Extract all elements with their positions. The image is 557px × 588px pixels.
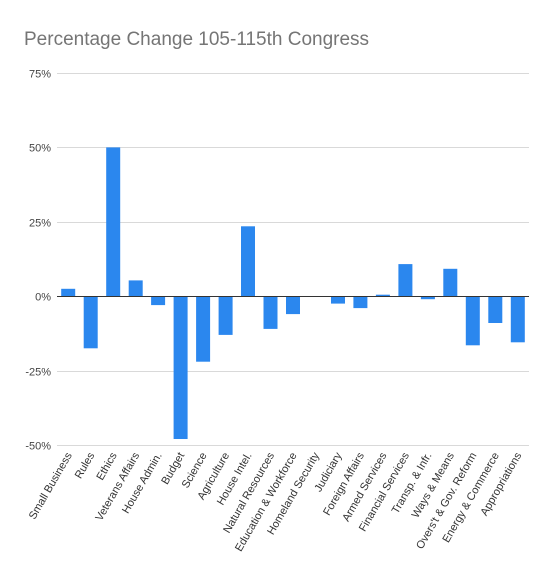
bar bbox=[286, 296, 300, 315]
chart-title: Percentage Change 105-115th Congress bbox=[24, 29, 369, 50]
bar bbox=[106, 147, 121, 297]
y-tick-label: -50% bbox=[25, 441, 51, 453]
bar bbox=[443, 268, 458, 297]
gridlines bbox=[57, 73, 529, 446]
bar bbox=[151, 296, 166, 306]
bar bbox=[420, 296, 435, 300]
y-tick-label: 50% bbox=[29, 143, 51, 155]
bar bbox=[398, 264, 413, 297]
bar bbox=[465, 296, 480, 346]
y-tick-label: -25% bbox=[25, 367, 51, 379]
bars bbox=[61, 147, 525, 439]
bar bbox=[488, 296, 503, 323]
bar bbox=[83, 296, 98, 349]
bar bbox=[241, 226, 255, 297]
bar bbox=[173, 296, 188, 439]
bar bbox=[196, 296, 211, 362]
y-tick-label: 25% bbox=[29, 218, 51, 230]
x-tick-label: Small Business bbox=[27, 450, 75, 522]
bar bbox=[128, 280, 143, 297]
y-tick-label: 0% bbox=[35, 292, 51, 304]
bar bbox=[61, 288, 76, 297]
y-axis-tick-labels: -50% -25% 0% 25% 50% 75% bbox=[25, 69, 51, 453]
bar bbox=[263, 296, 278, 329]
bar bbox=[218, 296, 233, 335]
bar bbox=[375, 294, 390, 297]
bar bbox=[510, 296, 525, 343]
bar bbox=[331, 296, 345, 304]
y-tick-label: 75% bbox=[29, 69, 51, 81]
bar bbox=[353, 296, 368, 309]
